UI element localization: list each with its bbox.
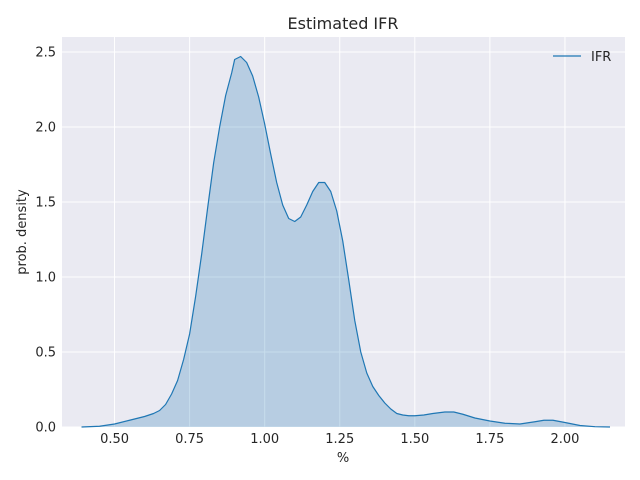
y-tick-label: 2.0 — [35, 121, 56, 136]
x-tick-label: 1.75 — [475, 432, 504, 447]
x-axis-label: % — [337, 451, 349, 466]
density-line-ifr — [81, 55, 611, 428]
y-tick-label: 2.5 — [35, 46, 56, 61]
x-tick-label: 1.00 — [250, 432, 279, 447]
y-axis-ticks: 0.0 0.5 1.0 1.5 2.0 2.5 — [35, 46, 56, 436]
y-tick-label: 1.5 — [35, 196, 56, 211]
y-tick-label: 1.0 — [35, 271, 56, 286]
y-axis-label: prob. density — [15, 189, 30, 275]
series-marks — [81, 55, 611, 428]
legend-label-ifr: IFR — [591, 50, 611, 65]
y-tick-label: 0.0 — [35, 421, 56, 436]
legend: IFR — [553, 50, 611, 65]
x-tick-label: 0.75 — [175, 432, 204, 447]
plot-area — [62, 37, 625, 427]
grid — [62, 37, 625, 428]
x-tick-label: 2.00 — [550, 432, 579, 447]
x-tick-label: 1.25 — [325, 432, 354, 447]
x-axis-ticks: 0.50 0.75 1.00 1.25 1.50 1.75 2.00 — [100, 432, 579, 447]
chart-title: Estimated IFR — [288, 14, 399, 33]
x-tick-label: 0.50 — [100, 432, 129, 447]
y-tick-label: 0.5 — [35, 346, 56, 361]
x-tick-label: 1.50 — [400, 432, 429, 447]
density-area-ifr — [81, 56, 610, 427]
